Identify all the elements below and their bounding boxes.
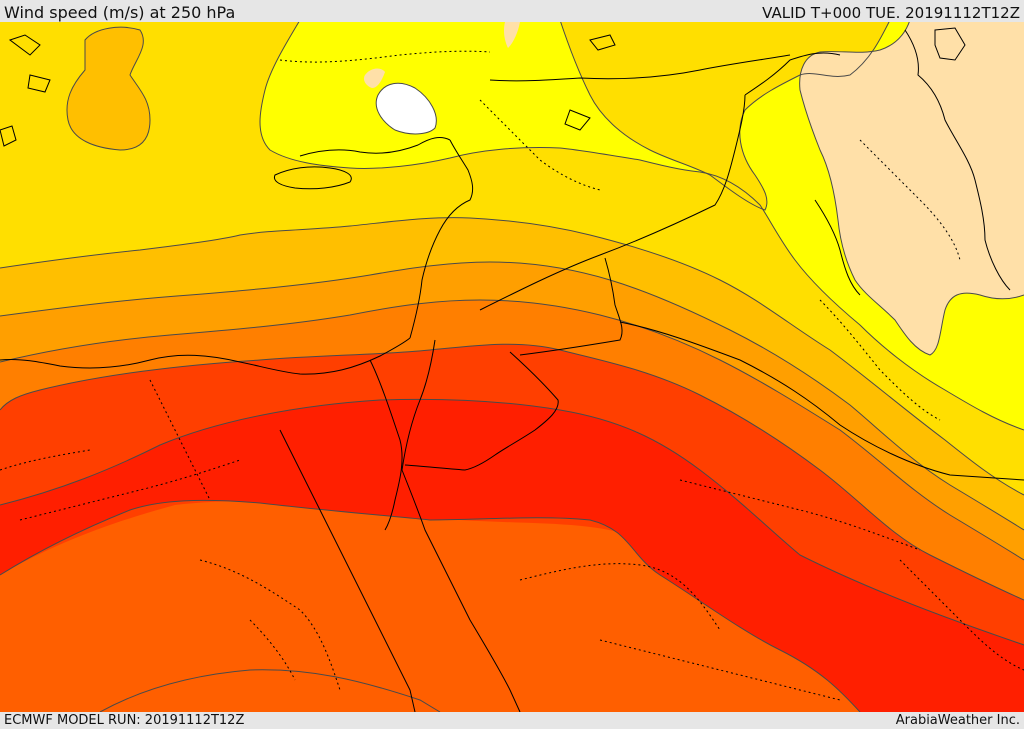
band-2-small [504,22,520,48]
credit-label: ArabiaWeather Inc. [895,713,1020,728]
band-10-core [0,399,1024,712]
wind-speed-map[interactable] [0,20,1024,712]
valid-time: VALID T+000 TUE. 20191112T12Z [762,4,1020,22]
map-footer: ECMWF MODEL RUN: 20191112T12Z ArabiaWeat… [0,712,1024,729]
map-header: Wind speed (m/s) at 250 hPa VALID T+000 … [0,0,1024,22]
band-2-blob [363,68,385,88]
band-8-area [0,500,1024,712]
map-svg [0,20,1024,712]
map-title: Wind speed (m/s) at 250 hPa [4,3,236,22]
coastlines [0,27,1024,712]
band-1-white [376,83,437,134]
band-2-east [799,20,1024,355]
model-run-label: ECMWF MODEL RUN: 20191112T12Z [4,713,245,728]
admin-borders [0,50,1024,701]
band-5-northwest [66,27,150,151]
contour-lines [0,20,1024,712]
